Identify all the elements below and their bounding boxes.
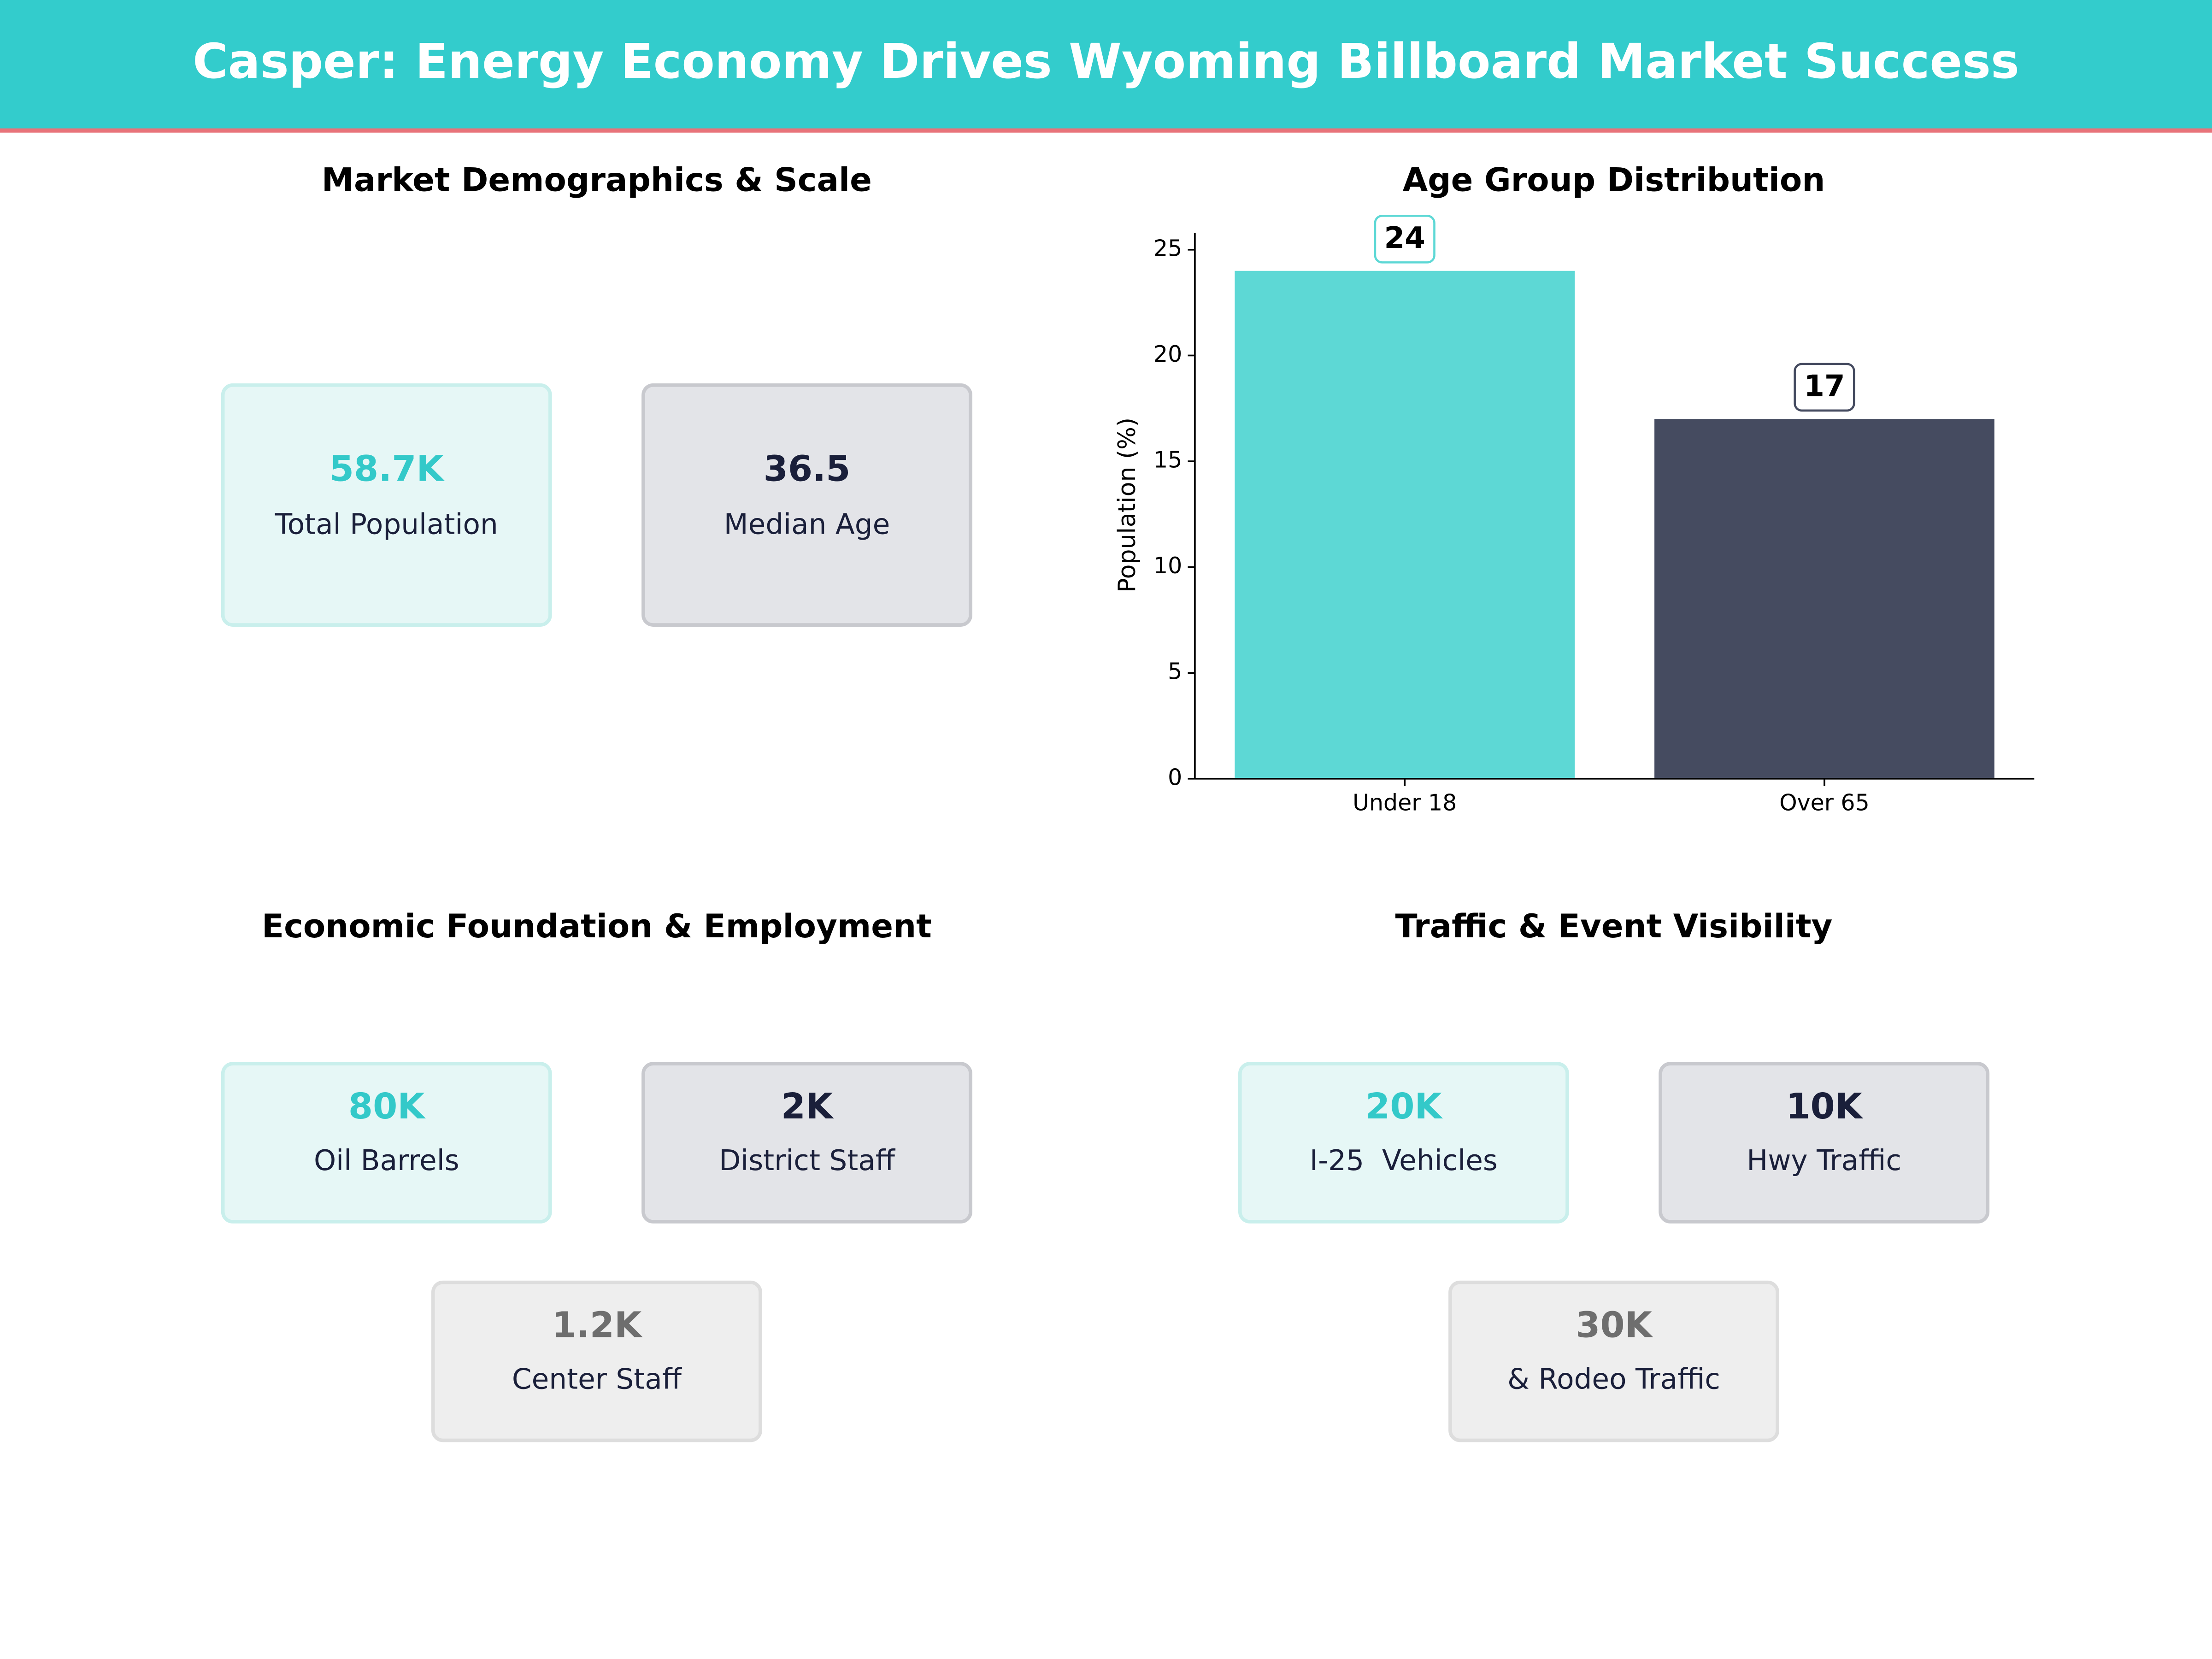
y-tick-label: 10 (1153, 553, 1182, 579)
x-tick-label: Under 18 (1353, 789, 1457, 816)
kpi-card (431, 1280, 762, 1442)
kpi-label: I-25 Vehicles (1310, 1144, 1498, 1177)
kpi-value: 20K (1365, 1086, 1443, 1127)
panel-title: Market Demographics & Scale (322, 161, 872, 199)
value-label: 24 (1384, 221, 1425, 255)
kpi-label: Median Age (724, 508, 890, 541)
kpi-label: District Staff (719, 1144, 896, 1177)
kpi-card (1659, 1062, 1990, 1224)
kpi-label: & Rodeo Traffic (1507, 1363, 1720, 1396)
kpi-value: 58.7K (329, 448, 445, 489)
panel-title: Age Group Distribution (1403, 161, 1825, 199)
y-tick-label: 5 (1168, 659, 1182, 685)
kpi-card (221, 383, 552, 627)
kpi-value: 30K (1576, 1305, 1653, 1346)
page-title: Casper: Energy Economy Drives Wyoming Bi… (193, 33, 2019, 89)
value-label-box (1794, 363, 1855, 412)
kpi-label: Total Population (275, 508, 498, 541)
y-tick-label: 0 (1168, 764, 1182, 790)
header-rule (0, 128, 2212, 133)
kpi-label: Hwy Traffic (1747, 1144, 1901, 1177)
header-bar (0, 0, 2212, 130)
kpi-value: 80K (348, 1086, 426, 1127)
value-label-box (1374, 215, 1435, 264)
bar (1654, 419, 1994, 779)
y-tick-label: 20 (1153, 341, 1182, 367)
y-axis-label: Population (%) (1113, 418, 1141, 593)
kpi-card (641, 1062, 972, 1224)
kpi-card (221, 1062, 552, 1224)
kpi-value: 2K (781, 1086, 834, 1127)
kpi-value: 1.2K (552, 1305, 643, 1346)
kpi-card (641, 383, 972, 627)
kpi-card (1448, 1280, 1779, 1442)
kpi-value: 10K (1786, 1086, 1863, 1127)
kpi-value: 36.5 (764, 448, 851, 489)
kpi-label: Center Staff (512, 1363, 682, 1396)
panel-title: Traffic & Event Visibility (1395, 907, 1833, 945)
y-tick-label: 25 (1153, 235, 1182, 261)
kpi-card (1238, 1062, 1569, 1224)
bar (1235, 271, 1575, 779)
panel-title: Economic Foundation & Employment (262, 907, 932, 945)
value-label: 17 (1804, 369, 1845, 403)
y-tick-label: 15 (1153, 447, 1182, 473)
x-tick-label: Over 65 (1779, 789, 1870, 816)
kpi-label: Oil Barrels (314, 1144, 459, 1177)
